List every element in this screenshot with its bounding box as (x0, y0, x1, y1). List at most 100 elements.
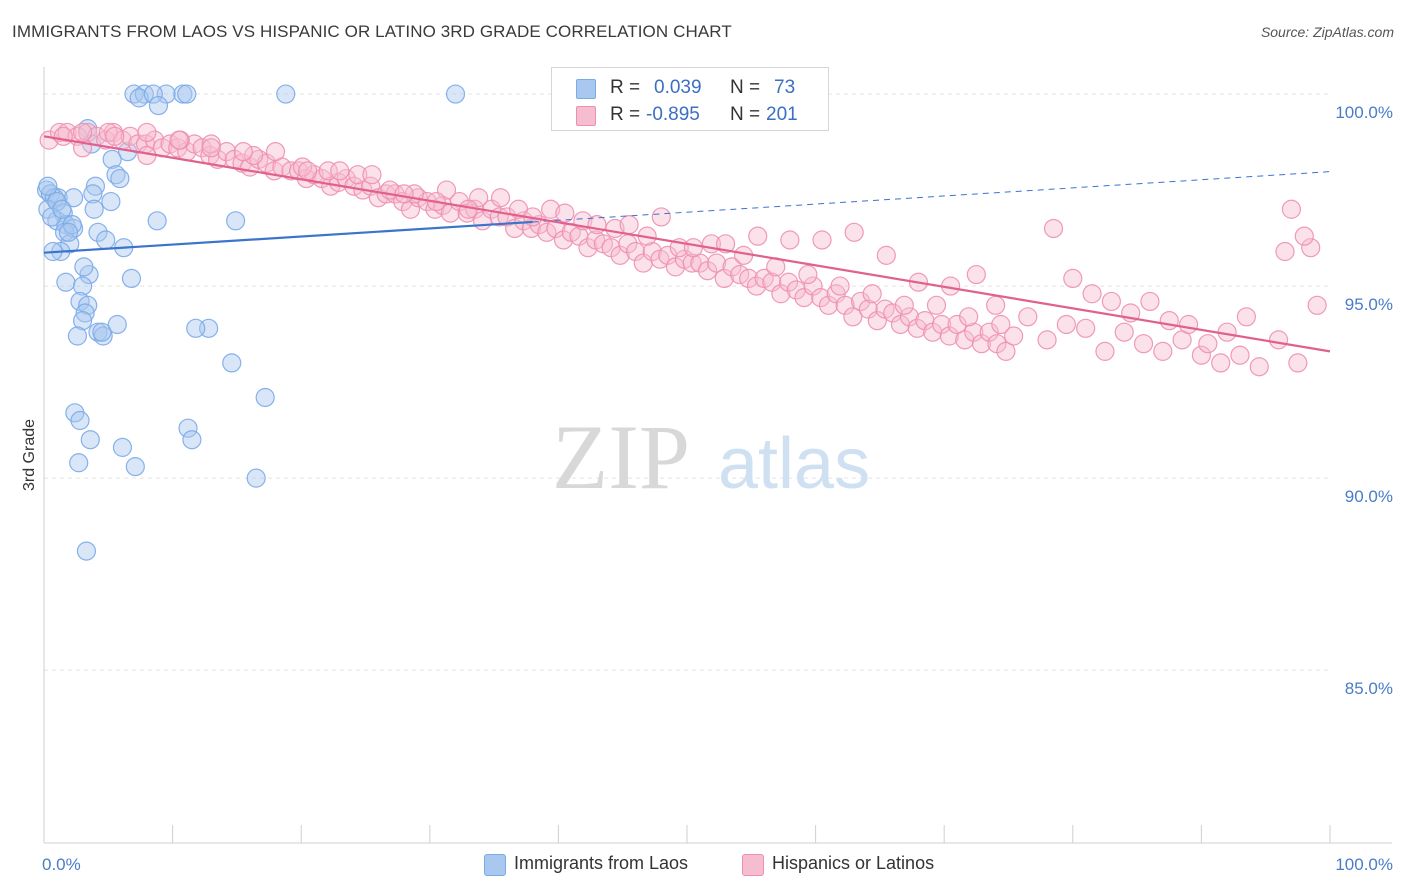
point-pink-167 (1281, 199, 1302, 219)
point-pink-178 (1082, 284, 1102, 304)
point-pink-118 (996, 341, 1016, 361)
point-pink-156 (1133, 334, 1154, 354)
point-pink-99 (843, 307, 863, 327)
grid-lines (44, 93, 1330, 671)
point-pink-106 (899, 307, 920, 327)
y-tick-label-3: 100.0% (1335, 103, 1393, 122)
point-pink-62 (546, 218, 566, 239)
point-blue-32 (88, 222, 108, 242)
point-blue-44 (72, 311, 93, 331)
point-pink-197 (490, 188, 511, 208)
legend-swatch-blue (484, 854, 506, 876)
point-pink-168 (1294, 226, 1314, 246)
point-pink-195 (555, 203, 575, 223)
point-pink-202 (330, 161, 350, 181)
point-blue-0 (124, 84, 144, 104)
point-blue-7 (177, 84, 197, 104)
point-blue-19 (83, 184, 103, 204)
point-blue-69 (58, 222, 79, 242)
point-blue-48 (67, 326, 88, 346)
point-pink-186 (844, 222, 864, 242)
legend-row-hispanic: R = -0.895 N = 201 (552, 100, 828, 128)
point-pink-173 (1178, 314, 1199, 335)
point-pink-74 (642, 241, 662, 262)
point-blue-38 (56, 272, 76, 292)
y-tick-label-0: 85.0% (1345, 679, 1393, 698)
point-pink-70 (610, 245, 630, 265)
point-blue-68 (42, 207, 62, 227)
point-pink-91 (778, 272, 799, 292)
point-blue-22 (101, 191, 121, 212)
legend-row-laos: R = 0.039 N = 73 (552, 73, 828, 101)
series-immigrants-from-laos (36, 84, 466, 561)
watermark-atlas: atlas (718, 424, 870, 504)
legend-r-value: 0.039 (654, 77, 702, 98)
point-blue-14 (106, 165, 126, 185)
point-pink-201 (362, 165, 382, 185)
point-blue-67 (96, 230, 116, 250)
point-blue-53 (255, 387, 275, 408)
tick-labels: 85.0% 90.0% 95.0% 100.0% 0.0% 100.0% (42, 103, 1393, 874)
regression-laos (43, 220, 533, 254)
point-pink-148 (959, 307, 979, 327)
point-pink-127 (292, 157, 313, 177)
point-pink-164 (1288, 353, 1308, 373)
series-hispanics-or-latinos (39, 122, 1327, 377)
x-tick-label-0: 0.0% (42, 855, 81, 874)
point-pink-187 (812, 230, 832, 250)
point-pink-90 (771, 284, 791, 304)
point-pink-152 (1056, 314, 1076, 335)
point-blue-15 (85, 176, 106, 196)
point-pink-12 (144, 130, 165, 150)
point-pink-128 (318, 161, 338, 181)
legend-n-label: N = (730, 77, 761, 98)
point-pink-94 (803, 276, 823, 296)
point-pink-203 (298, 161, 318, 181)
point-blue-25 (84, 199, 104, 219)
point-pink-192 (651, 207, 671, 227)
point-pink-149 (991, 314, 1011, 335)
point-pink-111 (939, 326, 959, 346)
point-blue-13 (102, 149, 122, 169)
point-pink-190 (715, 234, 736, 254)
point-pink-129 (348, 165, 368, 185)
point-blue-57 (182, 430, 202, 450)
legend-swatch-pink (742, 854, 764, 876)
point-blue-45 (107, 314, 127, 335)
point-pink-155 (1114, 322, 1134, 342)
point-pink-147 (926, 295, 947, 315)
legend-r-label: R = (610, 104, 641, 125)
point-blue-60 (125, 457, 145, 477)
point-pink-177 (1101, 291, 1121, 312)
chart-title: IMMIGRANTS FROM LAOS VS HISPANIC OR LATI… (12, 22, 732, 41)
point-pink-205 (233, 142, 253, 162)
point-pink-145 (862, 284, 882, 304)
y-axis-title: 3rd Grade (21, 419, 38, 491)
point-pink-112 (947, 314, 967, 335)
point-pink-100 (851, 291, 871, 312)
point-blue-56 (178, 418, 198, 438)
point-blue-28 (226, 211, 246, 231)
point-blue-42 (78, 295, 98, 315)
point-blue-43 (75, 303, 95, 323)
chart-source: Source: ZipAtlas.com (1260, 24, 1394, 40)
legend-swatch-pink (576, 106, 596, 126)
point-pink-200 (394, 184, 414, 204)
point-blue-61 (69, 453, 89, 473)
point-pink-86 (739, 268, 759, 289)
series-legend: Immigrants from Laos Hispanics or Latino… (0, 852, 1406, 878)
y-tick-label-1: 90.0% (1345, 487, 1393, 506)
point-pink-119 (1004, 326, 1024, 346)
point-pink-163 (1268, 330, 1289, 350)
legend-n-value: 73 (774, 77, 796, 98)
point-pink-79 (682, 253, 702, 273)
point-blue-51 (186, 318, 206, 338)
point-pink-102 (867, 311, 887, 331)
point-blue-39 (121, 268, 142, 289)
point-pink-181 (986, 295, 1006, 315)
axes (43, 67, 1392, 844)
point-pink-191 (683, 238, 704, 258)
point-pink-193 (619, 215, 639, 235)
point-blue-63 (76, 541, 97, 561)
correlation-legend: R = 0.039 N = 73 R = -0.895 N = 201 (551, 67, 829, 131)
